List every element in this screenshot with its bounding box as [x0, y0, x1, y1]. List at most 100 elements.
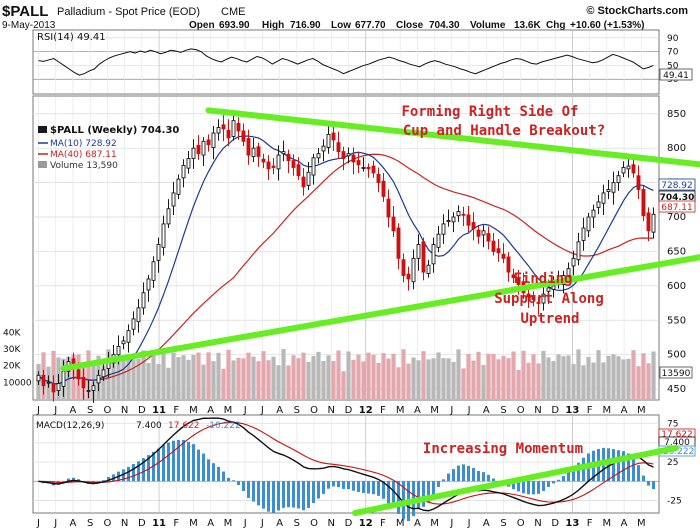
- macd-label: MACD(12,26,9): [36, 421, 104, 431]
- volume-bar: [531, 354, 536, 399]
- volume-bar: [176, 357, 181, 399]
- rsi-value-text: 49.41: [663, 71, 689, 81]
- volume-value-text: 13590: [662, 369, 691, 379]
- candle-body: [46, 381, 51, 384]
- price-month-label: F: [173, 405, 179, 416]
- macd-histogram-bar: [567, 472, 570, 482]
- price-tick-label: 650: [667, 246, 686, 257]
- candle-body: [406, 273, 411, 280]
- candle-body: [186, 158, 191, 169]
- candle-body: [206, 139, 211, 146]
- macd-histogram-bar: [157, 448, 160, 482]
- macd-histogram-bar: [72, 477, 75, 482]
- open-label: Open: [189, 20, 215, 31]
- annotation-support-line1: Finding: [513, 271, 572, 287]
- volume-bar: [626, 358, 631, 399]
- price-layer: [36, 115, 656, 403]
- macd-month-label: M: [603, 518, 612, 529]
- macd-line: [38, 417, 654, 512]
- price-legend: $PALL (Weekly) 704.30 MA(10) 728.92 MA(4…: [38, 125, 179, 171]
- candle-body: [576, 241, 581, 261]
- volume-bar: [376, 362, 381, 399]
- volume-bar: [591, 362, 596, 399]
- macd-histogram-bar: [557, 479, 560, 482]
- macd-month-label: S: [500, 518, 506, 529]
- price-month-label: N: [534, 405, 541, 416]
- macd-tick-label: -25: [667, 496, 682, 506]
- volume-value-tag: [659, 366, 693, 379]
- macd-histogram-bar: [312, 481, 315, 504]
- trendline-momentum: [352, 445, 679, 516]
- macd-histogram-bar: [392, 481, 395, 508]
- volume-bar: [171, 352, 176, 399]
- macd-legend: MACD(12,26,9) 7.400 17.622 -10.222: [36, 421, 241, 431]
- candle-body: [541, 293, 546, 304]
- macd-month-label: 12: [359, 518, 373, 529]
- candle-body: [286, 153, 291, 162]
- candle-body: [371, 165, 376, 174]
- candle-body: [61, 370, 66, 387]
- candle-body: [506, 256, 511, 273]
- candle-body: [211, 132, 216, 148]
- ma40-label: MA(40) 687.11: [50, 150, 117, 160]
- price-tick-label: 700: [667, 212, 686, 223]
- volume-bar: [521, 350, 526, 399]
- candle-body: [426, 264, 431, 274]
- volume-bar: [86, 350, 91, 399]
- candle-body: [391, 216, 396, 232]
- candle-body: [176, 178, 181, 195]
- macd-histogram-bar: [477, 470, 480, 482]
- candle-body: [181, 164, 186, 179]
- volume-bar: [646, 363, 651, 399]
- volume-bar: [471, 360, 476, 399]
- macd-histogram-bar: [527, 481, 530, 495]
- price-month-label: N: [121, 405, 128, 416]
- macd-month-label: J: [53, 518, 57, 529]
- candle-body: [376, 173, 381, 184]
- candle-body: [86, 390, 91, 392]
- volume-bar: [581, 365, 586, 399]
- low-value: 677.70: [355, 20, 386, 31]
- price-month-label: O: [103, 405, 111, 416]
- macd-histogram-bar: [317, 481, 320, 499]
- macd-histogram-bar: [572, 468, 575, 482]
- macd-histogram-bar: [422, 481, 425, 507]
- macd-histogram-bar: [427, 481, 430, 503]
- macd-histogram-bar: [552, 481, 555, 484]
- price-month-label: J: [243, 405, 247, 416]
- macd-histogram-bar: [232, 480, 235, 482]
- volume-bar: [401, 349, 406, 399]
- price-month-label: O: [517, 405, 525, 416]
- candle-body: [601, 192, 606, 204]
- macd-histogram-bar: [357, 481, 360, 492]
- candle-body: [41, 374, 46, 387]
- volume-bar: [381, 353, 386, 399]
- candle-body: [501, 253, 506, 259]
- volume-bar: [601, 362, 606, 399]
- price-month-label: A: [621, 405, 628, 416]
- volume-bar: [586, 357, 591, 399]
- volume-bar: [266, 360, 271, 399]
- volume-bar: [456, 349, 461, 399]
- volume-bar: [491, 353, 496, 399]
- volume-bar: [126, 354, 131, 399]
- macd-histogram-bar: [512, 481, 515, 490]
- annotation-momentum: Increasing Momentum: [423, 441, 583, 457]
- macd-histogram-bar: [487, 474, 490, 482]
- volume-bar: [91, 362, 96, 399]
- macd-histogram-bar: [342, 481, 345, 489]
- macd-histogram-bar: [142, 458, 145, 482]
- macd-histogram-bar: [222, 471, 225, 482]
- macd-histogram-bar: [207, 459, 210, 482]
- annotation-breakout-line1: Forming Right Side Of: [401, 104, 578, 120]
- axis-labels: 8508007507006506005505004509070503075502…: [3, 34, 696, 529]
- price-month-label: M: [396, 405, 405, 416]
- candle-body: [586, 216, 591, 232]
- candle-body: [306, 171, 311, 186]
- macd-histogram-bar: [372, 481, 375, 495]
- macd-histogram-bar: [127, 466, 130, 482]
- candle-body: [281, 151, 286, 155]
- price-month-label: A: [276, 405, 283, 416]
- candle-body: [151, 261, 156, 281]
- macd-histogram-bar: [132, 464, 135, 482]
